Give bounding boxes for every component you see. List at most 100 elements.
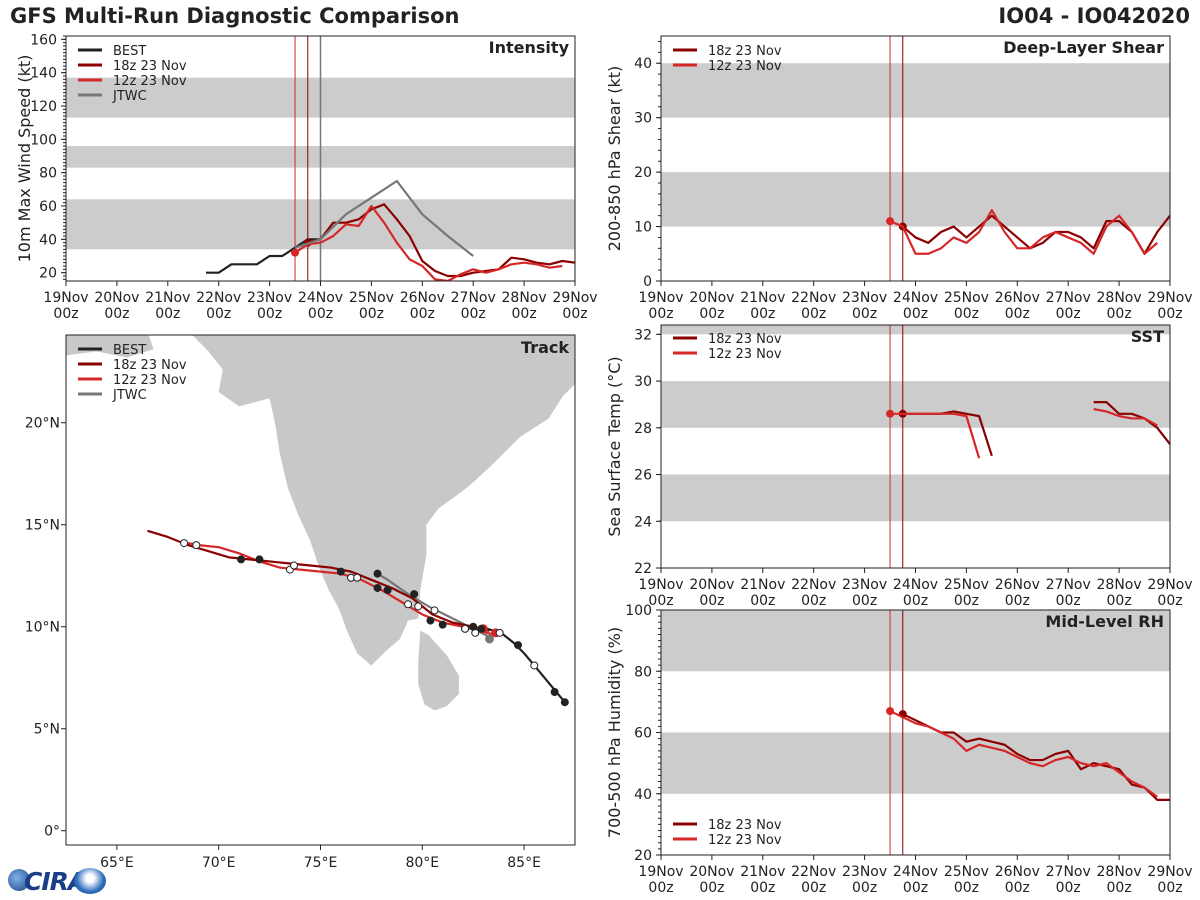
x-tick-label-hour: 00z: [1157, 593, 1182, 609]
x-tick-label-hour: 00z: [308, 306, 333, 322]
y-tick-label: 40: [634, 56, 652, 72]
panel-title: SST: [1131, 327, 1164, 346]
legend-label: JTWC: [112, 388, 147, 403]
x-tick-label-hour: 00z: [801, 306, 826, 322]
y-tick-label: 60: [39, 199, 57, 215]
panel-title: Intensity: [489, 38, 570, 57]
track-point-0: [477, 624, 486, 633]
x-tick-label: 19Nov: [43, 290, 88, 306]
x-tick-label-hour: 00z: [699, 593, 724, 609]
y-axis-label: 10m Max Wind Speed (kt): [15, 55, 34, 263]
band-2: [661, 325, 1170, 335]
x-tick-label: 22Nov: [791, 577, 836, 593]
track-point-1: [404, 600, 413, 609]
x-tick-label-hour: 00z: [1056, 593, 1081, 609]
band-1: [661, 610, 1170, 672]
x-tick-label: 22Nov: [791, 290, 836, 306]
lon-tick-label: 80°E: [405, 855, 439, 871]
y-tick-label: 28: [634, 421, 652, 437]
x-tick-label: 29Nov: [1147, 577, 1192, 593]
legend-label: 12z 23 Nov: [113, 373, 187, 388]
india-landmass: [192, 335, 575, 666]
x-tick-label: 28Nov: [1097, 577, 1142, 593]
x-tick-label: 24Nov: [893, 577, 938, 593]
northwest-landmass: [66, 335, 154, 358]
x-tick-label: 24Nov: [893, 290, 938, 306]
page-title: GFS Multi-Run Diagnostic Comparison: [10, 4, 460, 28]
lon-tick-label: 70°E: [202, 855, 236, 871]
sri-lanka-landmass: [418, 630, 459, 711]
x-tick-label-hour: 00z: [954, 593, 979, 609]
x-tick-label-hour: 00z: [1157, 880, 1182, 896]
storm-id: IO04 - IO042020: [998, 4, 1190, 28]
x-tick-label: 28Nov: [1097, 864, 1142, 880]
y-tick-label: 0: [643, 274, 652, 290]
band-0: [661, 172, 1170, 227]
series-marker-2: [291, 248, 300, 257]
x-tick-label-hour: 00z: [954, 306, 979, 322]
x-tick-label: 26Nov: [995, 290, 1040, 306]
band-1: [661, 63, 1170, 118]
shear-panel: 19Nov00z20Nov00z21Nov00z22Nov00z23Nov00z…: [605, 35, 1193, 322]
x-tick-label-hour: 00z: [852, 880, 877, 896]
x-tick-label: 26Nov: [400, 290, 445, 306]
lat-tick-label: 5°N: [34, 722, 60, 738]
x-tick-label: 19Nov: [638, 290, 683, 306]
lat-tick-label: 15°N: [25, 518, 60, 534]
legend-label: 18z 23 Nov: [708, 44, 782, 59]
track-point-1: [192, 541, 201, 550]
legend-label: 12z 23 Nov: [708, 59, 782, 74]
x-tick-label: 21Nov: [145, 290, 190, 306]
x-tick-label-hour: 00z: [750, 880, 775, 896]
land-layer: [66, 335, 575, 711]
x-tick-label: 27Nov: [1046, 577, 1091, 593]
x-tick-label-hour: 00z: [801, 593, 826, 609]
x-tick-label-hour: 00z: [461, 306, 486, 322]
x-tick-label: 24Nov: [298, 290, 343, 306]
x-tick-label-hour: 00z: [852, 306, 877, 322]
band-0: [661, 474, 1170, 522]
x-tick-label-hour: 00z: [562, 306, 587, 322]
x-tick-label: 27Nov: [451, 290, 496, 306]
y-tick-label: 10: [634, 220, 652, 236]
series-line-1: [1093, 401, 1170, 445]
x-tick-label: 29Nov: [1147, 290, 1192, 306]
track-point-1: [438, 620, 447, 629]
y-tick-label: 30: [634, 111, 652, 127]
x-tick-label-hour: 00z: [206, 306, 231, 322]
x-tick-label-hour: 00z: [801, 880, 826, 896]
x-tick-label-hour: 00z: [699, 880, 724, 896]
track-panel: 65°E 70°E 75°E 80°E 85°E 0° 5°N 10°N 15°N 20°N Tra…: [25, 334, 576, 871]
track-point-1: [180, 539, 189, 548]
x-tick-label: 25Nov: [349, 290, 394, 306]
track-point-2: [461, 624, 470, 633]
x-tick-label-hour: 00z: [53, 306, 78, 322]
x-tick-label-hour: 00z: [257, 306, 282, 322]
x-tick-label: 26Nov: [995, 864, 1040, 880]
x-tick-label-hour: 00z: [359, 306, 384, 322]
x-tick-label: 21Nov: [740, 290, 785, 306]
lat-tick-label: 20°N: [25, 416, 60, 432]
legend-label: 12z 23 Nov: [113, 74, 187, 89]
x-tick-label: 21Nov: [740, 577, 785, 593]
logo-globe-icon: [8, 869, 30, 891]
legend-label: 18z 23 Nov: [708, 818, 782, 833]
series-line-3: [1093, 408, 1158, 427]
y-tick-label: 140: [30, 66, 57, 82]
y-tick-label: 80: [634, 664, 652, 680]
x-tick-label-hour: 00z: [1107, 880, 1132, 896]
x-tick-label-hour: 00z: [954, 880, 979, 896]
y-tick-label: 80: [39, 166, 57, 182]
panel-title: Deep-Layer Shear: [1003, 38, 1164, 57]
series-line-2: [294, 204, 563, 281]
rh-panel: 19Nov00z20Nov00z21Nov00z22Nov00z23Nov00z…: [605, 603, 1193, 896]
x-tick-label-hour: 00z: [104, 306, 129, 322]
x-tick-label: 28Nov: [1097, 290, 1142, 306]
y-tick-label: 20: [634, 165, 652, 181]
track-point-0: [513, 641, 522, 650]
logo-badge-icon: [74, 868, 106, 894]
x-tick-label: 20Nov: [689, 577, 734, 593]
y-tick-label: 24: [634, 514, 652, 530]
x-tick-label-hour: 00z: [903, 306, 928, 322]
